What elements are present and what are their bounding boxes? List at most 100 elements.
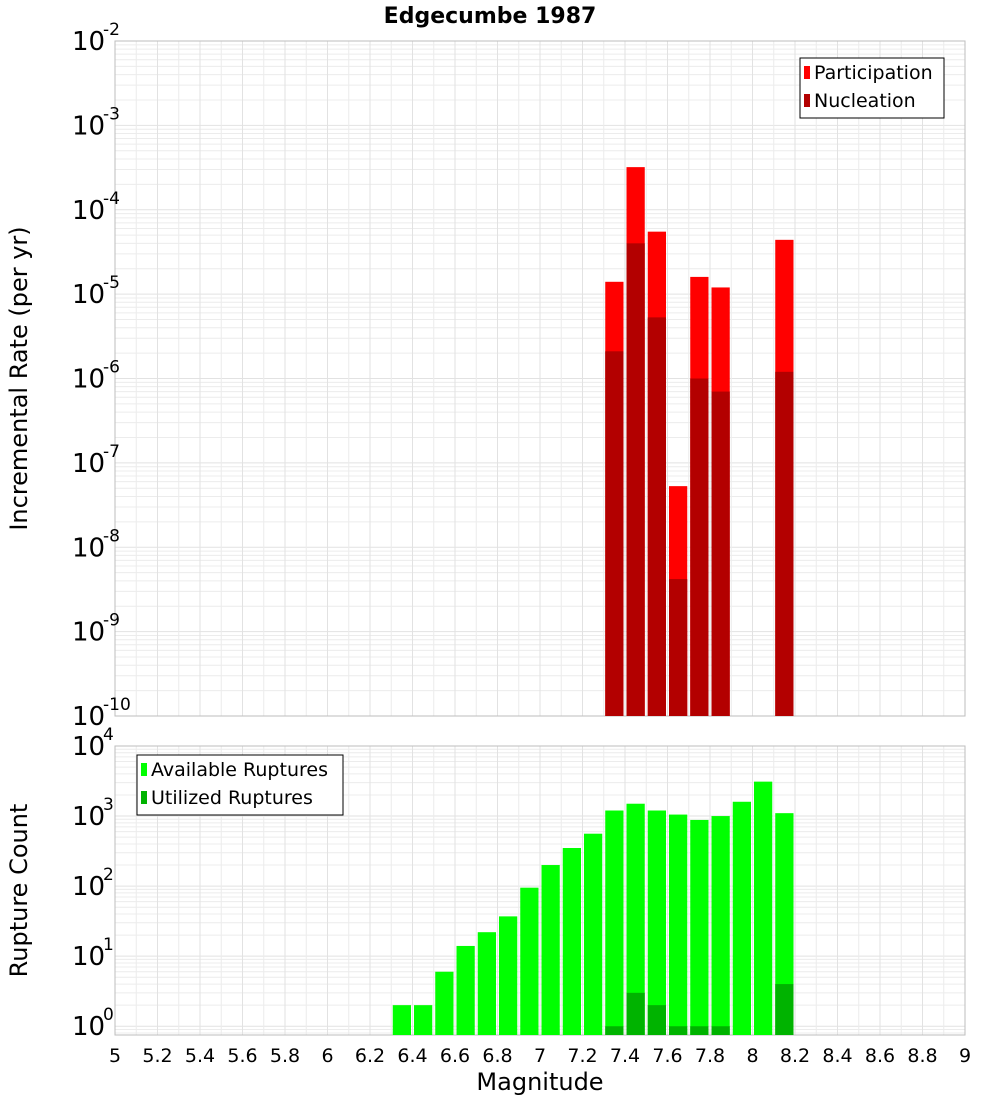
bar-nucleation bbox=[647, 317, 666, 716]
y-tick-exponent: -5 bbox=[103, 273, 120, 293]
bar-available-ruptures bbox=[732, 801, 751, 1035]
bar-available-ruptures bbox=[711, 816, 730, 1035]
y-tick-exponent: -2 bbox=[103, 20, 120, 40]
x-tick-label: 8.4 bbox=[822, 1045, 852, 1067]
bar-utilized-ruptures bbox=[669, 1026, 688, 1035]
bar-available-ruptures bbox=[605, 810, 624, 1035]
bar-nucleation bbox=[775, 371, 794, 716]
legend-label: Available Ruptures bbox=[151, 759, 328, 781]
bar-available-ruptures bbox=[541, 865, 560, 1035]
y-tick-label: 10 bbox=[72, 365, 105, 395]
y-tick-exponent: -10 bbox=[103, 695, 131, 715]
legend-label: Nucleation bbox=[814, 90, 916, 112]
bar-utilized-ruptures bbox=[690, 1026, 709, 1035]
plot-frame-1 bbox=[114, 745, 966, 1036]
y-tick-label: 10 bbox=[72, 1012, 105, 1042]
legend-box bbox=[136, 754, 344, 816]
x-tick-label: 7.8 bbox=[695, 1045, 725, 1067]
y-tick-exponent: 3 bbox=[103, 795, 114, 815]
y-tick-exponent: 4 bbox=[103, 725, 114, 745]
x-tick-label: 6.8 bbox=[482, 1045, 512, 1067]
bar-available-ruptures bbox=[584, 833, 603, 1035]
x-tick-label: 6.4 bbox=[397, 1045, 427, 1067]
x-tick-label: 7 bbox=[534, 1045, 546, 1067]
y-tick-exponent: -4 bbox=[103, 189, 120, 209]
legend-box bbox=[799, 57, 945, 119]
bar-available-ruptures bbox=[690, 819, 709, 1035]
legend-swatch bbox=[141, 791, 147, 804]
y-tick-exponent: 1 bbox=[103, 935, 114, 955]
legend-label: Utilized Ruptures bbox=[151, 787, 313, 809]
x-tick-label: 5.4 bbox=[185, 1045, 215, 1067]
x-tick-label: 9 bbox=[959, 1045, 971, 1067]
bar-utilized-ruptures bbox=[711, 1026, 730, 1035]
bar-utilized-ruptures bbox=[775, 984, 794, 1035]
x-tick-label: 5.6 bbox=[227, 1045, 257, 1067]
x-tick-label: 8.2 bbox=[780, 1045, 810, 1067]
y-axis-label: Incremental Rate (per yr) bbox=[5, 226, 33, 530]
y-tick-exponent: -9 bbox=[103, 611, 120, 631]
y-axis-label: Rupture Count bbox=[5, 804, 33, 978]
y-tick-label: 10 bbox=[72, 942, 105, 972]
y-tick-exponent: 2 bbox=[103, 865, 114, 885]
x-tick-label: 8.6 bbox=[865, 1045, 895, 1067]
bars-1 bbox=[392, 781, 794, 1035]
y-tick-label: 10 bbox=[72, 449, 105, 479]
bar-available-ruptures bbox=[775, 813, 794, 1035]
bar-available-ruptures bbox=[456, 945, 475, 1035]
x-ticks: 5 5.2 5.4 5.6 5.8 6 6.2 6.4 6.6 6.8 7 7.2 7.4 7.6 7.8 8… bbox=[109, 1045, 971, 1067]
x-tick-label: 6.6 bbox=[440, 1045, 470, 1067]
y-tick-label: 10 bbox=[72, 280, 105, 310]
y-tick-label: 10 bbox=[72, 618, 105, 648]
bar-available-ruptures bbox=[754, 781, 773, 1035]
bar-available-ruptures bbox=[520, 887, 539, 1035]
x-tick-label: 7.6 bbox=[652, 1045, 682, 1067]
legend-1: Available Ruptures Utilized Ruptures bbox=[136, 754, 344, 816]
x-tick-label: 8.8 bbox=[907, 1045, 937, 1067]
y-tick-label: 10 bbox=[72, 702, 105, 732]
bar-available-ruptures bbox=[562, 848, 581, 1035]
y-tick-label: 10 bbox=[72, 111, 105, 141]
bar-utilized-ruptures bbox=[605, 1026, 624, 1035]
bar-utilized-ruptures bbox=[647, 1005, 666, 1035]
y-tick-label: 10 bbox=[72, 196, 105, 226]
bar-nucleation bbox=[605, 351, 624, 716]
bar-nucleation bbox=[711, 391, 730, 716]
legend-swatch bbox=[804, 94, 810, 107]
bar-available-ruptures bbox=[647, 810, 666, 1035]
legend-label: Participation bbox=[814, 62, 933, 84]
bar-nucleation bbox=[626, 243, 645, 717]
x-tick-label: 5.2 bbox=[142, 1045, 172, 1067]
bar-available-ruptures bbox=[392, 1005, 411, 1035]
y-tick-label: 10 bbox=[72, 732, 105, 762]
bar-available-ruptures bbox=[435, 971, 454, 1035]
y-tick-exponent: 0 bbox=[103, 1005, 114, 1025]
bar-available-ruptures bbox=[626, 803, 645, 1035]
x-tick-label: 8 bbox=[746, 1045, 758, 1067]
y-tick-exponent: -8 bbox=[103, 526, 120, 546]
chart-title: Edgecumbe 1987 bbox=[384, 4, 597, 29]
x-tick-label: 6.2 bbox=[355, 1045, 385, 1067]
bar-available-ruptures bbox=[499, 916, 518, 1035]
bars-0 bbox=[605, 167, 794, 717]
x-axis-label: Magnitude bbox=[476, 1068, 603, 1096]
bar-available-ruptures bbox=[477, 932, 496, 1035]
x-tick-label: 5.8 bbox=[270, 1045, 300, 1067]
legend-swatch bbox=[804, 66, 810, 79]
bar-nucleation bbox=[690, 378, 709, 716]
bar-available-ruptures bbox=[669, 814, 688, 1035]
bar-nucleation bbox=[669, 579, 688, 716]
y-tick-label: 10 bbox=[72, 802, 105, 832]
legend-0: Participation Nucleation bbox=[799, 57, 945, 119]
y-tick-label: 10 bbox=[72, 27, 105, 57]
x-tick-label: 7.4 bbox=[610, 1045, 640, 1067]
x-tick-label: 5 bbox=[109, 1045, 121, 1067]
legend-swatch bbox=[141, 763, 147, 776]
grid-0 bbox=[114, 40, 966, 717]
y-tick-exponent: -6 bbox=[103, 358, 120, 378]
plot-frame-0 bbox=[114, 40, 966, 717]
